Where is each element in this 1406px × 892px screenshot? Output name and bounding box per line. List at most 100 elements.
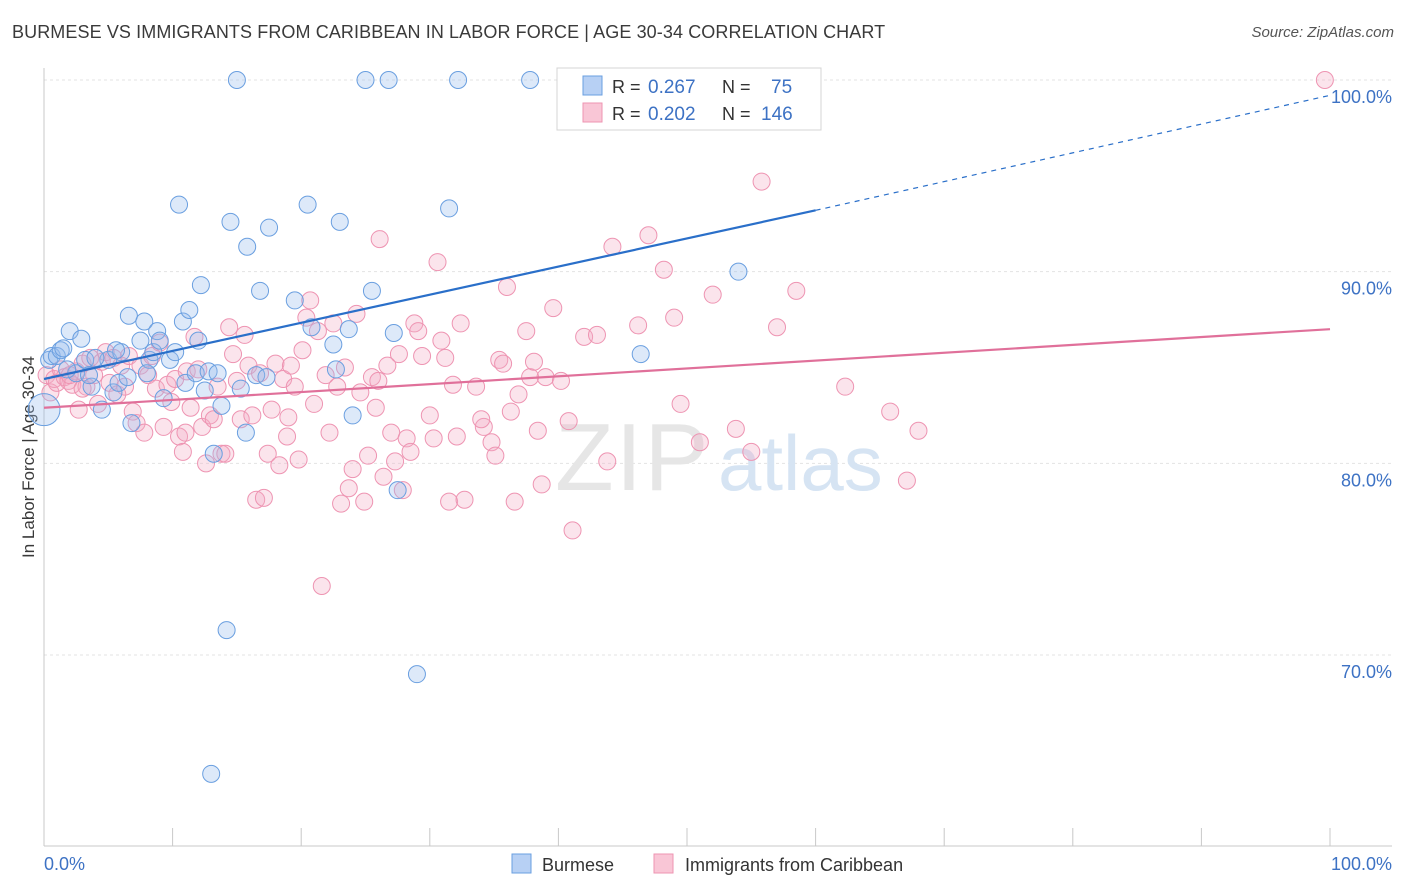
burmese-point [302, 318, 321, 337]
caribbean-point [440, 492, 459, 511]
legend-item-caribbean-label: Immigrants from Caribbean [685, 855, 903, 875]
burmese-point [339, 320, 358, 339]
caribbean-point [320, 423, 339, 442]
burmese-point [285, 291, 304, 310]
caribbean-point [347, 304, 366, 323]
caribbean-point [752, 172, 771, 191]
caribbean-point [897, 471, 916, 490]
burmese-point [257, 368, 276, 387]
burmese-point [173, 312, 192, 331]
legend-item-caribbean-swatch [653, 853, 674, 874]
caribbean-point [544, 299, 563, 318]
chart-title: BURMESE VS IMMIGRANTS FROM CARIBBEAN IN … [12, 22, 886, 42]
legend-item-burmese-swatch [511, 853, 532, 874]
burmese-point [150, 331, 169, 350]
caribbean-point [486, 446, 505, 465]
caribbean-point [455, 490, 474, 509]
caribbean-point [316, 366, 335, 385]
caribbean-point [328, 377, 347, 396]
y-tick-label-70: 70.0% [1341, 662, 1392, 682]
burmese-point [72, 329, 91, 348]
burmese-point [388, 481, 407, 500]
caribbean-point [494, 354, 513, 373]
caribbean-point [424, 429, 443, 448]
x-tick-label-min: 0.0% [44, 854, 85, 874]
burmese-point [260, 218, 279, 237]
caribbean-point [370, 230, 389, 249]
caribbean-point [497, 278, 516, 296]
caribbean-point [393, 481, 412, 500]
caribbean-points [37, 71, 1334, 595]
caribbean-point [690, 433, 709, 452]
caribbean-point [703, 285, 722, 304]
caribbean-point [787, 281, 806, 300]
caribbean-point [181, 398, 200, 417]
caribbean-point [301, 291, 320, 310]
burmese-point [27, 393, 61, 427]
caribbean-point [587, 325, 606, 344]
caribbean-point [41, 383, 60, 402]
caribbean-point [1315, 71, 1334, 89]
caribbean-point [524, 352, 543, 371]
burmese-point [131, 331, 150, 350]
source-label: Source: ZipAtlas.com [1251, 24, 1394, 41]
burmese-point [631, 345, 650, 364]
caribbean-point [374, 467, 393, 486]
caribbean-point [563, 521, 582, 540]
burmese-point [407, 665, 426, 684]
caribbean-point [447, 427, 466, 446]
caribbean-point [266, 354, 285, 373]
caribbean-point [127, 414, 146, 433]
burmese-point [362, 281, 381, 300]
caribbean-point [176, 423, 195, 442]
burmese-point [82, 377, 101, 396]
legend-n-label-1: N = [722, 77, 751, 97]
y-tick-label-100: 100.0% [1331, 87, 1392, 107]
caribbean-point [509, 385, 528, 404]
caribbean-point [212, 444, 231, 463]
caribbean-point [355, 492, 374, 511]
caribbean-point [836, 377, 855, 396]
burmese-point [118, 368, 137, 387]
gridlines [44, 79, 1392, 656]
caribbean-point [279, 408, 298, 427]
caribbean-point [451, 314, 470, 333]
caribbean-point [482, 433, 501, 452]
caribbean-point [197, 454, 216, 473]
caribbean-point [154, 417, 173, 436]
burmese-point [195, 381, 214, 400]
legend-r-label-2: R = [612, 104, 641, 124]
caribbean-point [258, 444, 277, 463]
caribbean-point [768, 318, 787, 337]
caribbean-point [432, 331, 451, 350]
caribbean-point [671, 394, 690, 413]
burmese-point [154, 389, 173, 408]
caribbean-point [243, 406, 262, 425]
burmese-point [238, 237, 257, 256]
burmese-points [27, 71, 748, 783]
caribbean-point [420, 406, 439, 425]
legend-n-label-2: N = [722, 104, 751, 124]
caribbean-point [204, 410, 223, 429]
legend-n-value-2: 146 [761, 104, 793, 125]
caribbean-point [443, 375, 462, 394]
trendlines [43, 94, 1331, 409]
caribbean-point [401, 442, 420, 461]
x-axis-ticks [43, 828, 1331, 846]
legend-item-burmese-label: Burmese [542, 855, 614, 875]
caribbean-point [397, 429, 416, 448]
stats-legend: R = 0.267 N = 75 R = 0.202 N = 146 [556, 67, 822, 131]
burmese-point [122, 414, 141, 433]
burmese-point [119, 306, 138, 325]
burmese-point [440, 199, 459, 218]
burmese-point [449, 71, 468, 89]
caribbean-point [335, 358, 354, 377]
caribbean-point [389, 345, 408, 364]
burmese-point [86, 348, 105, 367]
caribbean-point [305, 394, 324, 413]
burmese-point [521, 71, 540, 89]
burmese-point [54, 339, 73, 358]
caribbean-point [289, 450, 308, 469]
caribbean-point [359, 446, 378, 465]
